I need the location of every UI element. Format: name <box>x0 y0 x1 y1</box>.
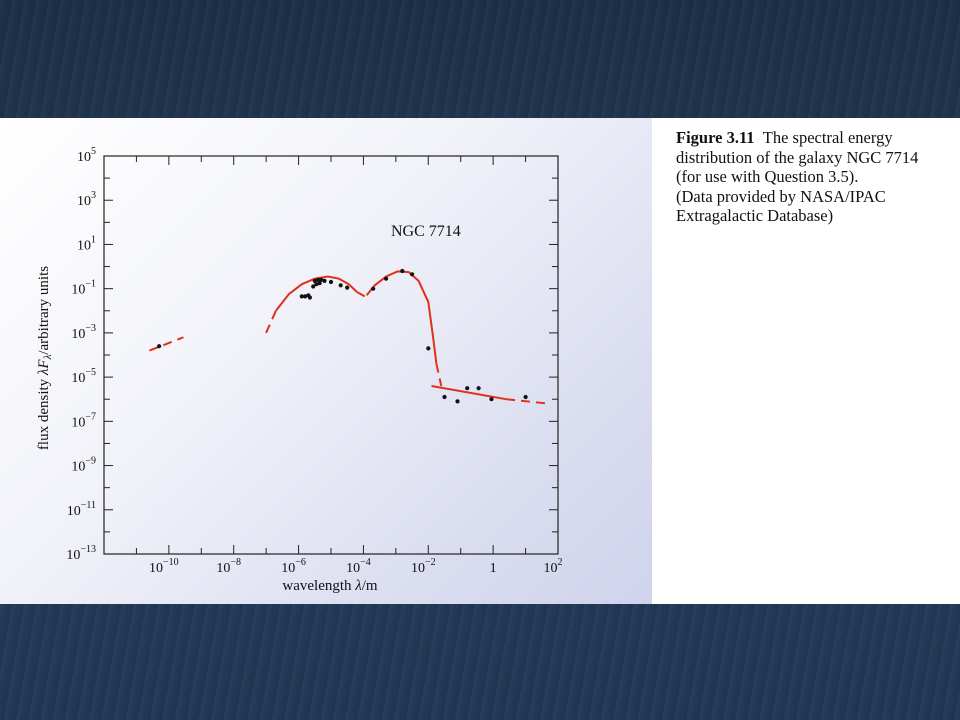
y-tick-label: 10−13 <box>66 544 96 563</box>
y-axis-title: flux density λFλ/arbitrary units <box>36 266 54 450</box>
data-point <box>338 283 343 288</box>
y-tick-label: 103 <box>77 190 96 209</box>
y-tick-label: 10−1 <box>71 279 96 298</box>
chart-annotation: NGC 7714 <box>391 223 461 240</box>
data-points <box>157 268 528 404</box>
data-point <box>157 344 162 349</box>
y-tick-label: 10−11 <box>67 500 96 519</box>
data-point <box>315 277 321 282</box>
model-curve-dashed <box>435 363 443 387</box>
data-point <box>345 285 350 290</box>
data-point <box>328 279 334 285</box>
data-point <box>400 268 405 274</box>
caption-line-4: (Data provided by NASA/IPAC <box>676 186 886 206</box>
model-curve-dashed <box>505 398 549 405</box>
model-curve-solid <box>275 275 358 312</box>
data-point <box>312 278 317 283</box>
caption-line-3: (for use with Question 3.5). <box>676 167 859 186</box>
plot-border <box>103 155 559 555</box>
caption-line-1: Figure 3.11 The spectral energy <box>676 128 956 148</box>
data-point <box>410 272 415 277</box>
plot-frame <box>103 155 559 555</box>
background-band-bottom <box>0 604 960 720</box>
data-point <box>442 394 447 400</box>
data-point <box>299 294 304 299</box>
model-curve-dashed <box>356 291 368 299</box>
caption-line-2: distribution of the galaxy NGC 7714 <box>676 147 919 167</box>
x-tick-label: 10−4 <box>346 557 371 576</box>
model-curve-solid <box>365 270 438 364</box>
data-point <box>317 281 322 286</box>
model-curve-solid <box>431 385 507 401</box>
data-point <box>489 397 494 402</box>
data-point <box>476 386 481 391</box>
data-point <box>319 277 324 282</box>
y-tick-label: 101 <box>77 234 96 253</box>
data-point <box>523 394 528 400</box>
caption-line-5: Extragalactic Database) <box>676 206 834 225</box>
model-curves <box>149 270 549 405</box>
figure-caption: Figure 3.11 The spectral energy distribu… <box>676 128 956 226</box>
x-tick-label: 10−6 <box>281 557 306 576</box>
tick-labels: 10−10 10−8 10−6 10−4 10−2 1 102 105 103 101 10−1 10… <box>66 146 562 576</box>
x-tick-label: 10−8 <box>216 557 241 576</box>
x-tick-label: 102 <box>544 557 563 576</box>
data-point <box>426 346 431 351</box>
background-band-top <box>0 0 960 118</box>
data-point <box>311 284 316 289</box>
data-point <box>465 386 470 391</box>
axis-ticks <box>103 155 559 555</box>
y-tick-label: 105 <box>77 146 96 165</box>
figure-label: Figure 3.11 <box>676 128 755 147</box>
data-point <box>303 294 308 299</box>
model-curve-dashed <box>149 336 184 352</box>
x-tick-label: 10−10 <box>149 557 179 576</box>
figure-scan: Figure 3.11 The spectral energy distribu… <box>0 118 960 604</box>
model-curve-dashed <box>265 310 277 334</box>
caption-line-1-text: The spectral energy <box>762 128 893 147</box>
figure-scan-tint <box>0 118 652 604</box>
y-tick-label: 10−9 <box>71 456 96 475</box>
y-tick-label: 10−5 <box>71 367 96 386</box>
data-point <box>314 282 319 287</box>
y-tick-label: 10−3 <box>71 323 96 342</box>
data-point <box>384 276 389 281</box>
data-point <box>307 295 312 300</box>
data-point <box>322 278 327 283</box>
x-tick-label: 10−2 <box>411 557 436 576</box>
y-tick-label: 10−7 <box>71 411 96 430</box>
x-axis-title: wavelength λ/m <box>282 578 378 594</box>
data-point <box>371 286 376 291</box>
x-tick-label: 1 <box>490 561 497 576</box>
data-point <box>455 399 460 404</box>
